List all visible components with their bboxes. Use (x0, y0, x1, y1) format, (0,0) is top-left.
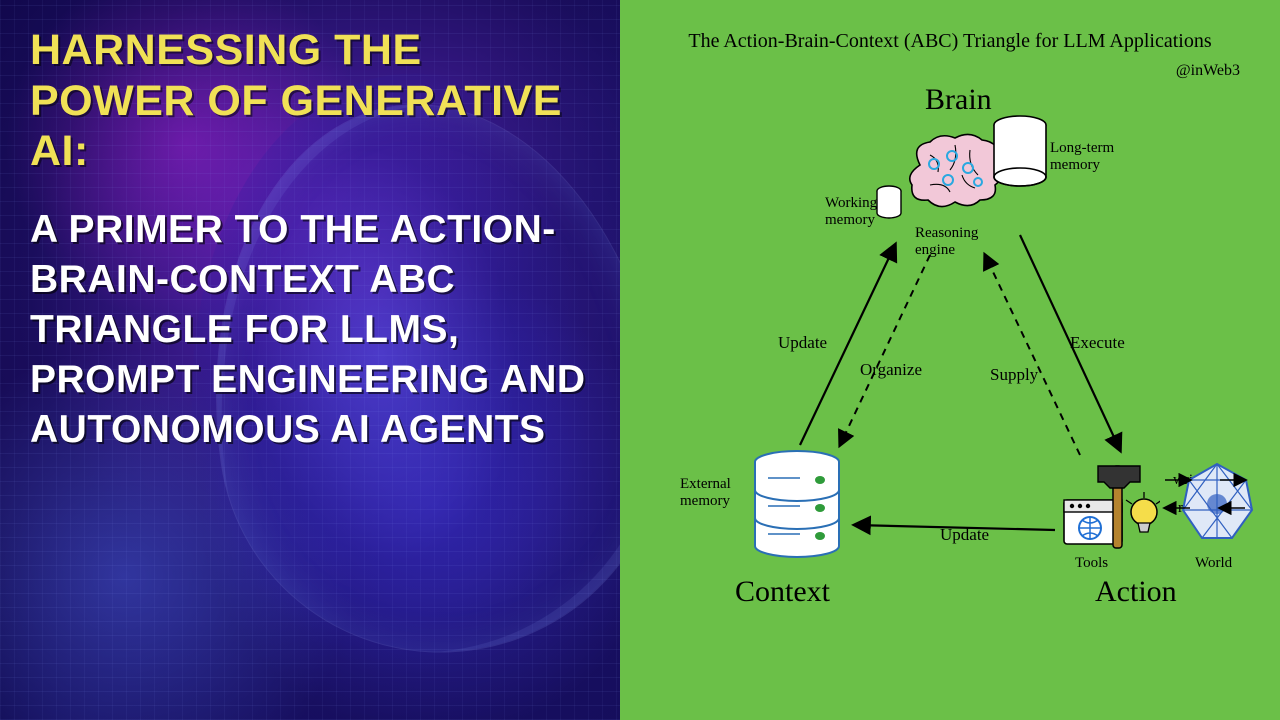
working-memory-icon (875, 185, 903, 220)
action-node-label: Action (1095, 575, 1177, 609)
abc-diagram-panel: The Action-Brain-Context (ABC) Triangle … (620, 0, 1280, 720)
author-handle: @inWeb3 (1176, 62, 1240, 80)
edge-label-organize: Organize (860, 360, 922, 380)
edge-label-supply: Supply (990, 365, 1038, 385)
external-memory-label: Externalmemory (680, 476, 731, 509)
reasoning-engine-label: Reasoningengine (915, 225, 978, 258)
edge-label-execute: Execute (1070, 333, 1125, 353)
tools-icon (1060, 460, 1160, 555)
long-term-memory-icon (990, 115, 1050, 190)
world-label: World (1195, 555, 1232, 572)
context-db-icon (750, 450, 845, 560)
diagram-title: The Action-Brain-Context (ABC) Triangle … (688, 30, 1211, 53)
edge-label-update-ac: Update (940, 525, 989, 545)
long-term-memory-label: Long-termmemory (1050, 140, 1114, 173)
tools-label: Tools (1075, 555, 1108, 572)
world-icon (1180, 460, 1255, 545)
title-block: HARNESSING THE POWER OF GENERATIVE AI: A… (30, 25, 590, 455)
main-title: HARNESSING THE POWER OF GENERATIVE AI: (30, 25, 590, 177)
edge-label-update-cb: Update (778, 333, 827, 353)
context-node-label: Context (735, 575, 830, 609)
subtitle: A PRIMER TO THE ACTION-BRAIN-CONTEXT ABC… (30, 205, 590, 455)
brain-node-label: Brain (925, 83, 992, 117)
hero-panel: HARNESSING THE POWER OF GENERATIVE AI: A… (0, 0, 620, 720)
working-memory-label: Workingmemory (825, 195, 877, 228)
